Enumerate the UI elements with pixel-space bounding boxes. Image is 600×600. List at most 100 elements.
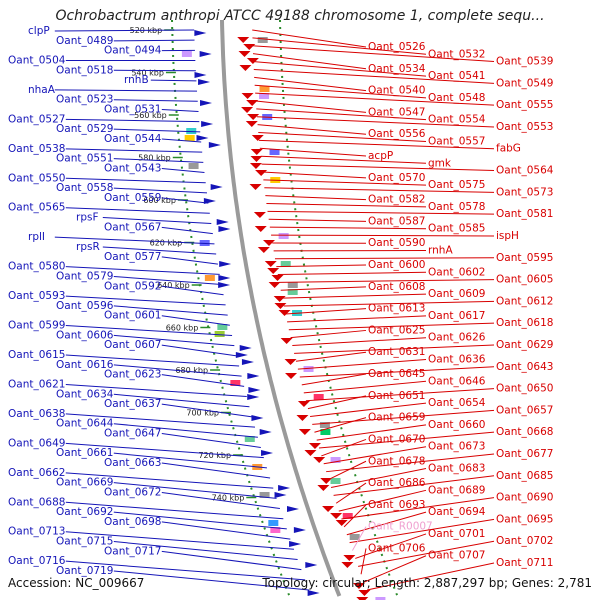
gene-label[interactable]: Oant_0543	[104, 162, 161, 174]
gene-label[interactable]: Oant_0692	[56, 506, 113, 518]
gene-label[interactable]: Oant_0618	[496, 317, 553, 329]
annotation-block[interactable]	[270, 527, 281, 533]
gene-label[interactable]: Oant_0539	[496, 56, 553, 68]
gene-label[interactable]: Oant_0593	[8, 290, 65, 302]
plus-strand-feature[interactable]	[249, 184, 262, 190]
plus-strand-feature[interactable]	[296, 415, 309, 421]
gene-label[interactable]: Oant_0565	[8, 202, 65, 214]
minus-strand-feature[interactable]	[216, 219, 229, 225]
minus-strand-feature[interactable]	[247, 394, 260, 400]
gene-label[interactable]: Oant_0631	[368, 346, 425, 358]
gene-label[interactable]: Oant_0701	[428, 528, 485, 540]
gene-label[interactable]: Oant_0590	[368, 237, 425, 249]
plus-strand-feature[interactable]	[271, 275, 284, 281]
annotation-block[interactable]	[330, 457, 341, 463]
gene-label[interactable]: Oant_0556	[368, 128, 426, 140]
plus-strand-feature[interactable]	[254, 226, 267, 232]
gene-label[interactable]: Oant_0638	[8, 408, 65, 420]
gene-label[interactable]: Oant_0581	[496, 208, 553, 220]
minus-strand-feature[interactable]	[235, 352, 248, 358]
gene-label[interactable]: Oant_0532	[428, 48, 485, 60]
minus-strand-feature[interactable]	[218, 282, 231, 288]
gene-label[interactable]: Oant_0518	[56, 64, 113, 76]
gene-label[interactable]: Oant_0706	[368, 542, 426, 554]
minus-strand-feature[interactable]	[201, 121, 214, 127]
plus-strand-feature[interactable]	[268, 282, 281, 288]
plus-strand-feature[interactable]	[343, 555, 356, 561]
gene-label[interactable]: Oant_0668	[496, 426, 553, 438]
plus-strand-feature[interactable]	[335, 520, 348, 526]
gene-label[interactable]: Oant_0612	[496, 295, 553, 307]
gene-label[interactable]: Oant_0646	[428, 375, 486, 387]
gene-label[interactable]: Oant_0578	[428, 201, 485, 213]
gene-label[interactable]: Oant_0573	[496, 186, 553, 198]
gene-label[interactable]: Oant_0677	[496, 448, 553, 460]
gene-label[interactable]: Oant_0643	[496, 361, 553, 373]
annotation-block[interactable]	[214, 331, 225, 337]
gene-label[interactable]: Oant_0698	[104, 516, 161, 528]
gene-label[interactable]: Oant_0683	[428, 463, 485, 475]
plus-strand-feature[interactable]	[304, 450, 317, 456]
minus-strand-feature[interactable]	[307, 590, 320, 596]
gene-label[interactable]: nhaA	[28, 84, 56, 96]
gene-label[interactable]: Oant_0570	[368, 172, 425, 184]
annotation-block[interactable]	[259, 492, 270, 498]
annotation-block[interactable]	[287, 282, 298, 288]
minus-strand-feature[interactable]	[210, 184, 223, 190]
gene-label[interactable]: Oant_0549	[496, 77, 553, 89]
gene-label[interactable]: Oant_0557	[428, 135, 485, 147]
gene-label[interactable]: Oant_0686	[368, 477, 426, 489]
gene-label[interactable]: Oant_0494	[104, 45, 162, 57]
annotation-block[interactable]	[217, 324, 228, 330]
gene-label[interactable]: Oant_0596	[56, 300, 114, 312]
gene-label[interactable]: Oant_0678	[368, 455, 425, 467]
plus-strand-feature[interactable]	[253, 212, 266, 218]
gene-label[interactable]: Oant_0670	[368, 433, 425, 445]
gene-label[interactable]: Oant_0567	[104, 221, 161, 233]
minus-strand-feature[interactable]	[293, 527, 306, 533]
gene-label[interactable]: Oant_0544	[104, 133, 162, 145]
gene-label[interactable]: Oant_0694	[428, 506, 486, 518]
gene-label[interactable]: Oant_0504	[8, 54, 66, 66]
gene-label[interactable]: Oant_0592	[104, 280, 161, 292]
gene-label[interactable]: Oant_0531	[104, 104, 161, 116]
gene-label[interactable]: Oant_0527	[8, 113, 65, 125]
gene-label[interactable]: Oant_0575	[428, 179, 485, 191]
gene-label[interactable]: acpP	[368, 150, 393, 162]
minus-strand-feature[interactable]	[261, 450, 274, 456]
plus-strand-feature[interactable]	[280, 338, 293, 344]
plus-strand-feature[interactable]	[238, 51, 251, 57]
plus-strand-feature[interactable]	[246, 58, 259, 64]
gene-label[interactable]: Oant_0558	[56, 182, 113, 194]
gene-label[interactable]: Oant_0688	[8, 496, 65, 508]
annotation-block[interactable]	[188, 163, 199, 169]
gene-label[interactable]: Oant_0579	[56, 270, 113, 282]
plus-strand-feature[interactable]	[341, 562, 354, 568]
annotation-block[interactable]	[319, 422, 330, 428]
gene-label[interactable]: Oant_0657	[496, 404, 553, 416]
annotation-block[interactable]	[342, 513, 353, 519]
plus-strand-feature[interactable]	[278, 310, 291, 316]
gene-label[interactable]: clpP	[28, 25, 50, 37]
gene-label[interactable]: Oant_0617	[428, 310, 485, 322]
plus-strand-feature[interactable]	[237, 37, 250, 43]
gene-label[interactable]: Oant_0489	[56, 35, 113, 47]
gene-label[interactable]: Oant_0564	[496, 165, 554, 177]
gene-label[interactable]: rpsR	[76, 241, 100, 253]
minus-strand-feature[interactable]	[259, 429, 272, 435]
plus-strand-feature[interactable]	[273, 296, 286, 302]
plus-strand-feature[interactable]	[263, 240, 276, 246]
plus-strand-feature[interactable]	[267, 268, 280, 274]
plus-strand-feature[interactable]	[284, 359, 297, 365]
gene-label[interactable]: Oant_0649	[8, 437, 65, 449]
gene-label[interactable]: Oant_0613	[368, 303, 425, 315]
gene-label[interactable]: Oant_0608	[368, 281, 425, 293]
plus-strand-feature[interactable]	[257, 247, 270, 253]
plus-strand-feature[interactable]	[245, 121, 258, 127]
gene-label[interactable]: rnhB	[124, 74, 149, 86]
gene-label[interactable]: Oant_0644	[56, 418, 114, 430]
annotation-block[interactable]	[181, 51, 192, 57]
gene-label[interactable]: Oant_0559	[104, 192, 161, 204]
gene-label[interactable]: Oant_0716	[8, 555, 66, 567]
gene-label[interactable]: Oant_0554	[428, 114, 486, 126]
